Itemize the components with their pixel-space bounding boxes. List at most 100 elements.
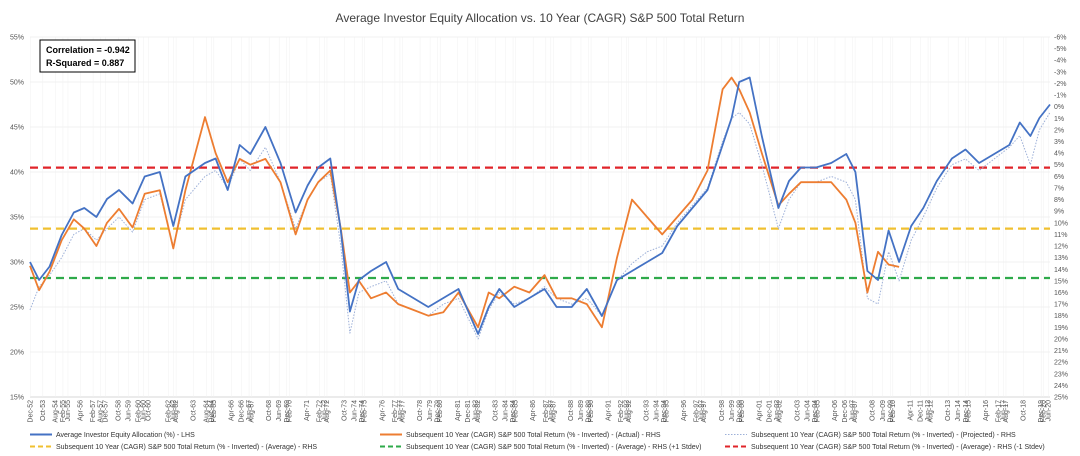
x-tick-label: Feb-57 [90,400,97,422]
x-tick-label: Aug-77 [399,400,406,423]
right-tick-label: 0% [1054,104,1064,111]
x-tick-label: Oct-78 [417,400,424,421]
x-tick-label: Apr-66 [228,400,235,421]
right-tick-label: 1% [1054,116,1064,123]
left-tick-label: 45% [10,125,24,132]
x-tick-label: Jun-17 [1000,400,1007,422]
x-tick-label: Feb-10 [890,400,897,422]
x-tick-label: Dec-81 [465,400,472,423]
stats-box: Correlation = -0.942 R-Squared = 0.887 [39,39,136,73]
right-tick-label: 20% [1054,336,1068,343]
x-tick-label: Aug-57 [98,400,105,423]
right-tick-label: 24% [1054,383,1068,390]
x-tick-label: Jun-99 [729,400,736,422]
left-tick-label: 55% [10,35,24,42]
x-tick-label: Aug-54 [52,400,59,423]
x-tick-label: Jun-69 [276,400,283,422]
right-axis: -6% -5% -4% -3% -2% -1% 0% 1% 2% 3% 4% 5% 6% 7% 8% 9% 10… [1054,35,1068,402]
x-tick-label: Apr-71 [304,400,311,421]
x-tick-label: Dec-14 [963,400,970,423]
legend-label: Subsequent 10 Year (CAGR) S&P 500 Total … [406,432,661,439]
right-tick-label: 21% [1054,348,1068,355]
x-tick-label: Jun-79 [427,400,434,422]
left-tick-label: 50% [10,80,24,87]
x-tick-label: Feb-90 [588,400,595,422]
right-tick-label: 16% [1054,290,1068,297]
x-tick-label: Dec-57 [103,400,110,423]
x-tick-label: Apr-11 [907,400,914,421]
x-tick-label: Jun-92 [623,400,630,422]
x-tick-label: Jun-20 [1046,400,1053,422]
x-tick-label: Dec-06 [842,400,849,423]
series-line [29,76,1051,335]
right-tick-label: 19% [1054,325,1068,332]
x-tick-label: Dec-01 [767,400,774,423]
x-tick-label: Apr-01 [757,400,764,421]
x-tick-label: Oct-88 [568,400,575,421]
x-tick-label: Jun-77 [397,400,404,422]
x-tick-label: Oct-13 [945,400,952,421]
x-tick-label: Dec-19 [1038,400,1045,423]
left-tick-label: 25% [10,305,24,312]
x-tick-label: Jun-07 [850,400,857,422]
x-tick-label: Dec-94 [661,400,668,423]
x-tick-label: Oct-73 [342,400,349,421]
x-tick-label: Oct-60 [145,400,152,421]
series-line [29,76,900,329]
x-tick-label: Dec-64 [208,400,215,423]
x-tick-label: Jun-87 [548,400,555,422]
x-tick-label: Oct-58 [115,400,122,421]
x-tick-label: Aug-64 [203,400,210,423]
right-tick-label: -6% [1054,35,1066,42]
x-tick-label: Feb-85 [513,400,520,422]
x-tick-label: Feb-80 [437,400,444,422]
right-tick-label: 10% [1054,220,1068,227]
x-tick-label: Dec-89 [586,400,593,423]
x-tick-label: Feb-55 [60,400,67,422]
x-tick-label: Oct-93 [643,400,650,421]
x-tick-label: Jun-59 [125,400,132,422]
x-tick-label: Oct-53 [40,400,47,421]
x-tick-label: Feb-17 [995,400,1002,422]
right-tick-label: -4% [1054,58,1066,65]
right-tick-label: 9% [1054,209,1064,216]
left-tick-label: 40% [10,170,24,177]
x-tick-label: Jun-04 [804,400,811,422]
legend-label: Subsequent 10 Year (CAGR) S&P 500 Total … [56,444,317,451]
x-tick-label: Feb-70 [286,400,293,422]
left-tick-label: 20% [10,350,24,357]
x-tick-label: Jun-55 [65,400,72,422]
right-tick-label: 5% [1054,162,1064,169]
x-tick-label: Feb-72 [316,400,323,422]
left-tick-label: 30% [10,260,24,267]
x-tick-label: Oct-63 [191,400,198,421]
x-tick-label: Oct-18 [1021,400,1028,421]
x-tick-label: Jun-02 [774,400,781,422]
x-tick-label: Jun-12 [925,400,932,422]
x-tick-label: Apr-16 [983,400,990,421]
x-tick-label: Feb-62 [166,400,173,422]
x-tick-label: Feb-92 [618,400,625,422]
x-tick-label: Aug-62 [173,400,180,423]
x-tick-label: Jun-09 [880,400,887,422]
right-tick-label: -1% [1054,93,1066,100]
x-tick-label: Jun-89 [578,400,585,422]
x-tick-label: Feb-77 [392,400,399,422]
right-tick-label: 23% [1054,371,1068,378]
x-tick-label: Jun-14 [955,400,962,422]
x-tick-label: Dec-52 [27,400,34,423]
x-tick-label: Aug-82 [475,400,482,423]
x-tick-label: Feb-65 [211,400,218,422]
right-tick-label: -3% [1054,69,1066,76]
x-tick-label: Dec-69 [284,400,291,423]
x-tick-label: Aug-07 [852,400,859,423]
right-tick-label: 8% [1054,197,1064,204]
right-tick-label: 6% [1054,174,1064,181]
legend-label: Subsequent 10 Year (CAGR) S&P 500 Total … [751,444,1045,451]
x-tick-label: Aug-87 [550,400,557,423]
right-tick-label: 14% [1054,267,1068,274]
chart-title: Average Investor Equity Allocation vs. 1… [336,11,745,25]
x-tick-label: Dec-11 [917,400,924,422]
x-tick-label: Oct-98 [719,400,726,421]
